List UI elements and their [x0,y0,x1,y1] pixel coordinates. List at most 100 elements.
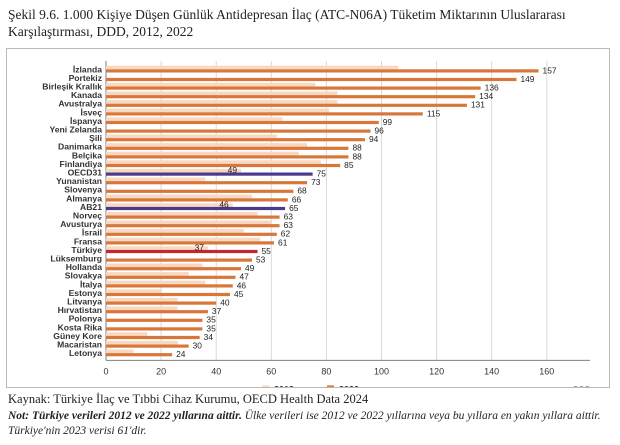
value-label-2012: 49 [228,165,238,175]
value-label-2022: 75 [317,169,327,179]
bar-2012 [106,220,272,225]
value-label-2022: 63 [284,212,294,222]
bar-2012 [106,340,178,345]
value-label-2022: 85 [344,160,354,170]
value-label-2022: 62 [281,229,291,239]
category-label: Slovenya [64,185,102,195]
bar-2012 [106,263,203,268]
value-label-2022: 47 [239,272,249,282]
note-rest: Ülke verileri ise 2012 ve 2022 yıllarına… [8,410,601,437]
bar-2012 [106,108,330,113]
value-label-2022: 136 [485,83,499,93]
bar-2022 [106,181,308,185]
value-label-2022: 61 [278,237,288,247]
bar-2022 [106,146,349,150]
bar-2022 [106,172,313,176]
bar-2012 [106,134,277,139]
value-label-2022: 149 [520,74,534,84]
bar-2022 [106,301,217,305]
value-label-2022: 34 [204,332,214,342]
value-label-2022: 45 [234,289,244,299]
category-label: Avustralya [58,99,102,109]
bar-2022 [106,267,241,271]
x-tick-label: 120 [429,366,444,376]
category-label: Letonya [69,348,102,358]
category-label: Hollanda [66,262,103,272]
note-bold: Not: Türkiye verileri 2012 ve 2022 yılla… [8,410,242,422]
category-label: İtalya [80,279,102,289]
category-label: Finlandiya [60,159,103,169]
bar-2012 [106,237,261,242]
legend-swatch-2022 [327,385,334,387]
category-label: Slovakya [65,271,102,281]
category-label: İzlanda [73,64,102,74]
bar-2022 [106,206,286,211]
category-label: Portekiz [69,73,102,83]
bar-2022 [106,103,467,107]
bar-2012 [106,211,258,216]
x-tick-label: 140 [484,366,499,376]
bar-2022 [106,163,341,168]
category-label: Almanya [66,193,102,203]
bar-2022 [106,112,423,116]
category-label: İsrail [82,228,102,238]
bar-2022 [106,155,349,159]
value-label-2022: 68 [297,186,307,196]
chart-frame: 0 20 40 60 80 100 120 140 160 İzlanda 157 Portekiz 1… [6,48,610,388]
value-label-2012: 46 [219,199,229,209]
bar-2022 [106,249,258,254]
value-label-2022: 53 [256,255,266,265]
bar-2012 [106,65,399,70]
value-label-2022: 96 [374,126,384,136]
bar-2012 [106,168,241,173]
bar-2022 [106,258,253,262]
value-label-2022: 131 [471,100,485,110]
x-tick-label: 60 [266,366,276,376]
bar-2022 [106,284,233,288]
bar-2012 [106,91,338,96]
category-label: Danimarka [58,142,102,152]
category-label: Yunanistan [56,176,102,186]
note-text: Not: Türkiye verileri 2012 ve 2022 yılla… [8,409,614,439]
bar-2012 [106,117,283,121]
bar-2022 [106,224,280,228]
value-label-2022: 134 [479,91,493,101]
bar-2012 [106,177,206,182]
x-tick-label: 20 [156,366,166,376]
bar-2012 [106,229,244,233]
value-label-2022: 37 [212,306,222,316]
value-label-2022: 65 [289,203,299,213]
value-label-2022: 49 [245,263,255,273]
category-label: Şili [89,133,102,143]
bar-2012 [106,280,206,285]
value-label-2022: 35 [206,323,216,333]
category-label: Hırvatistan [58,305,102,315]
bar-chart: 0 20 40 60 80 100 120 140 160 İzlanda 157 Portekiz 1… [42,61,592,387]
bar-2022 [106,241,275,245]
source-text: Kaynak: Türkiye İlaç ve Tıbbi Cihaz Kuru… [8,392,369,406]
bar-2012 [106,349,134,354]
bar-2022 [106,215,280,219]
bar-2022 [106,318,203,322]
bar-2012 [106,82,316,87]
category-label: OECD31 [68,168,103,178]
category-label: Norveç [73,211,102,221]
bar-2022 [106,189,294,193]
category-label: Lüksemburg [50,254,102,264]
bar-2022 [106,232,277,236]
bar-2012 [106,203,233,207]
bar-2012 [106,143,308,147]
value-label-2022: 94 [369,134,379,144]
legend-label-2012: 2012 [274,384,294,387]
bar-2022 [106,275,236,279]
category-label: AB21 [80,202,102,212]
x-tick-label: 100 [374,366,389,376]
category-label: Fransa [74,236,102,246]
x-tick-label: 40 [211,366,221,376]
x-axis-title: DDD [574,385,592,387]
legend-swatch-2012 [262,385,269,387]
x-tick-label: 80 [321,366,331,376]
category-label: Yeni Zelanda [49,125,102,135]
bar-2012 [106,289,162,293]
bar-2022 [106,95,476,99]
